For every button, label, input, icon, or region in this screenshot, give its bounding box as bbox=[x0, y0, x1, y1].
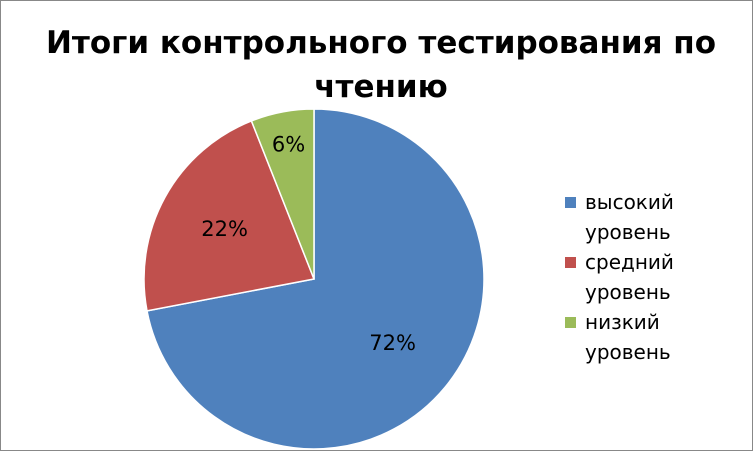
pie-slice bbox=[146, 108, 485, 450]
legend-item: средний уровень bbox=[561, 247, 701, 307]
legend-label: средний уровень bbox=[585, 250, 674, 304]
legend-label: низкий уровень bbox=[585, 310, 671, 364]
data-label: 6% bbox=[272, 132, 305, 156]
legend-item: высокий уровень bbox=[561, 187, 701, 247]
data-label: 72% bbox=[369, 331, 416, 355]
data-label: 22% bbox=[201, 217, 248, 241]
pie-slice bbox=[250, 108, 315, 280]
legend-item: низкий уровень bbox=[561, 307, 701, 367]
legend: высокий уровень средний уровень низкий уро… bbox=[561, 187, 701, 367]
pie-slice bbox=[143, 119, 316, 312]
legend-swatch bbox=[565, 197, 576, 208]
chart-title: Итоги контрольного тестирования по чтени… bbox=[45, 25, 717, 105]
legend-swatch bbox=[565, 257, 576, 268]
legend-label: высокий уровень bbox=[585, 190, 674, 244]
legend-swatch bbox=[565, 317, 576, 328]
